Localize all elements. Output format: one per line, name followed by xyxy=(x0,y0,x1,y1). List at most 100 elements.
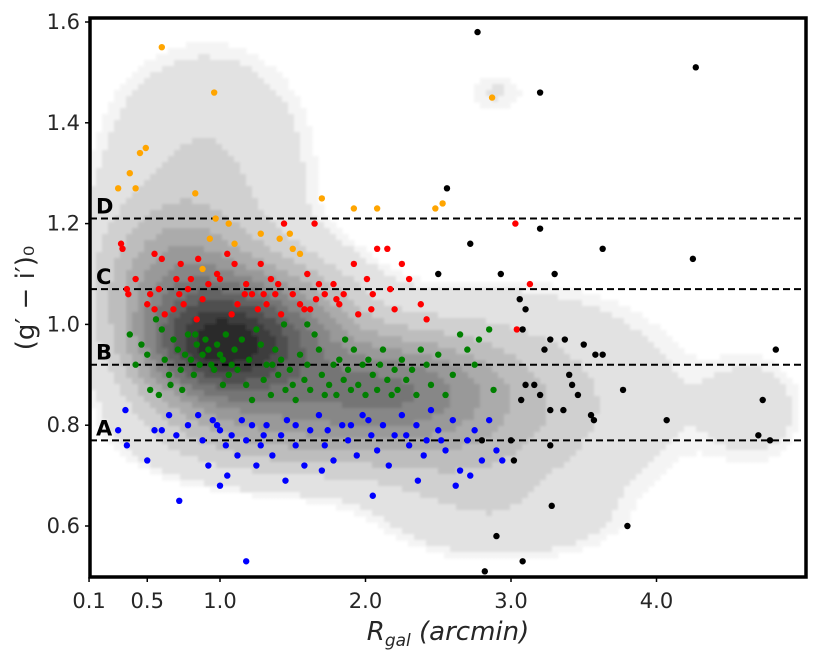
density-cell xyxy=(228,270,235,277)
density-cell xyxy=(474,450,481,457)
density-cell xyxy=(570,294,577,301)
density-cell xyxy=(240,192,247,199)
density-cell xyxy=(630,384,637,391)
density-cell xyxy=(774,378,781,385)
density-cell xyxy=(720,378,727,385)
density-cell xyxy=(222,294,229,301)
density-cell xyxy=(510,90,517,97)
density-cell xyxy=(702,444,709,451)
density-cell xyxy=(354,252,361,259)
density-cell xyxy=(144,78,151,85)
density-cell xyxy=(300,198,307,205)
density-cell xyxy=(198,348,205,355)
density-cell xyxy=(222,480,229,487)
density-cell xyxy=(156,402,163,409)
density-cell xyxy=(456,402,463,409)
density-cell xyxy=(684,396,691,403)
density-cell xyxy=(114,294,121,301)
density-cell xyxy=(618,396,625,403)
density-cell xyxy=(90,294,97,301)
density-cell xyxy=(114,252,121,259)
density-cell xyxy=(288,132,295,139)
density-cell xyxy=(192,222,199,229)
density-cell xyxy=(156,204,163,211)
density-cell xyxy=(564,420,571,427)
density-cell xyxy=(174,126,181,133)
density-cell xyxy=(150,270,157,277)
density-cell xyxy=(144,228,151,235)
density-cell xyxy=(342,294,349,301)
density-cell xyxy=(150,414,157,421)
density-cell xyxy=(162,132,169,139)
density-cell xyxy=(258,372,265,379)
density-cell xyxy=(120,348,127,355)
density-cell xyxy=(540,426,547,433)
density-cell xyxy=(282,486,289,493)
density-cell xyxy=(156,114,163,121)
density-cell xyxy=(210,462,217,469)
density-cell xyxy=(534,384,541,391)
density-cell xyxy=(360,342,367,349)
density-cell xyxy=(138,186,145,193)
density-cell xyxy=(258,354,265,361)
density-cell xyxy=(282,282,289,289)
density-cell xyxy=(288,474,295,481)
density-cell xyxy=(192,474,199,481)
density-cell xyxy=(468,420,475,427)
density-cell xyxy=(180,360,187,367)
density-cell xyxy=(588,402,595,409)
density-cell xyxy=(582,414,589,421)
density-cell xyxy=(204,168,211,175)
density-cell xyxy=(234,54,241,61)
density-cell xyxy=(774,426,781,433)
density-cell xyxy=(276,480,283,487)
density-cell xyxy=(156,294,163,301)
density-cell xyxy=(312,318,319,325)
density-cell xyxy=(438,288,445,295)
density-cell xyxy=(294,288,301,295)
density-cell xyxy=(474,402,481,409)
density-cell xyxy=(300,402,307,409)
density-cell xyxy=(408,306,415,313)
density-cell xyxy=(474,294,481,301)
density-cell xyxy=(108,252,115,259)
density-cell xyxy=(180,264,187,271)
density-cell xyxy=(438,300,445,307)
density-cell xyxy=(156,384,163,391)
density-cell xyxy=(708,444,715,451)
density-cell xyxy=(348,300,355,307)
density-cell xyxy=(204,384,211,391)
density-cell xyxy=(270,120,277,127)
density-cell xyxy=(330,288,337,295)
density-cell xyxy=(654,450,661,457)
density-cell xyxy=(288,264,295,271)
density-cell xyxy=(744,384,751,391)
density-cell xyxy=(102,366,109,373)
density-cell xyxy=(480,354,487,361)
density-cell xyxy=(462,402,469,409)
density-cell xyxy=(126,378,133,385)
density-cell xyxy=(396,330,403,337)
density-cell xyxy=(426,354,433,361)
density-cell xyxy=(264,258,271,265)
density-cell xyxy=(216,96,223,103)
density-cell xyxy=(414,396,421,403)
density-cell xyxy=(204,84,211,91)
density-cell xyxy=(552,450,559,457)
density-cell xyxy=(192,480,199,487)
density-cell xyxy=(606,414,613,421)
density-cell xyxy=(210,306,217,313)
density-cell xyxy=(474,384,481,391)
density-cell xyxy=(654,432,661,439)
density-cell xyxy=(732,426,739,433)
density-cell xyxy=(234,294,241,301)
density-cell xyxy=(534,348,541,355)
density-cell xyxy=(246,120,253,127)
density-cell xyxy=(204,420,211,427)
density-cell xyxy=(780,402,787,409)
density-cell xyxy=(174,54,181,61)
density-cell xyxy=(426,474,433,481)
density-cell xyxy=(264,336,271,343)
density-cell xyxy=(498,300,505,307)
density-cell xyxy=(318,420,325,427)
